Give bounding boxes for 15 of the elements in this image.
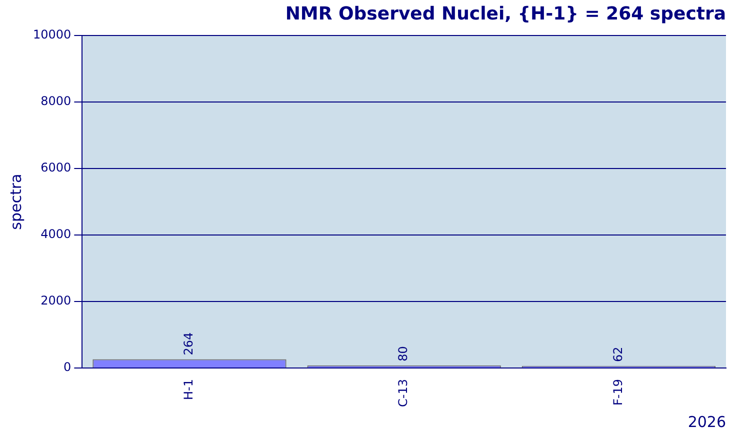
x-tick-label: F-19 bbox=[610, 379, 625, 406]
y-tick-label: 8000 bbox=[40, 94, 72, 108]
chart-title: NMR Observed Nuclei, {H-1} = 264 spectra bbox=[285, 3, 726, 24]
data-label: 80 bbox=[396, 346, 410, 362]
y-tick-label: 0 bbox=[64, 360, 72, 374]
x-tick-label: H-1 bbox=[182, 379, 196, 400]
y-tick-label: 6000 bbox=[40, 160, 72, 175]
y-tick-label: 10000 bbox=[32, 28, 72, 42]
y-tick-label: 2000 bbox=[40, 294, 72, 308]
data-label: 62 bbox=[610, 346, 625, 362]
x-tick-label: C-13 bbox=[396, 379, 410, 408]
data-label: 264 bbox=[182, 332, 196, 356]
y-axis-title: spectra bbox=[6, 174, 25, 230]
y-tick-label: 4000 bbox=[40, 227, 72, 242]
x-axis-title: 2026 bbox=[688, 412, 726, 431]
